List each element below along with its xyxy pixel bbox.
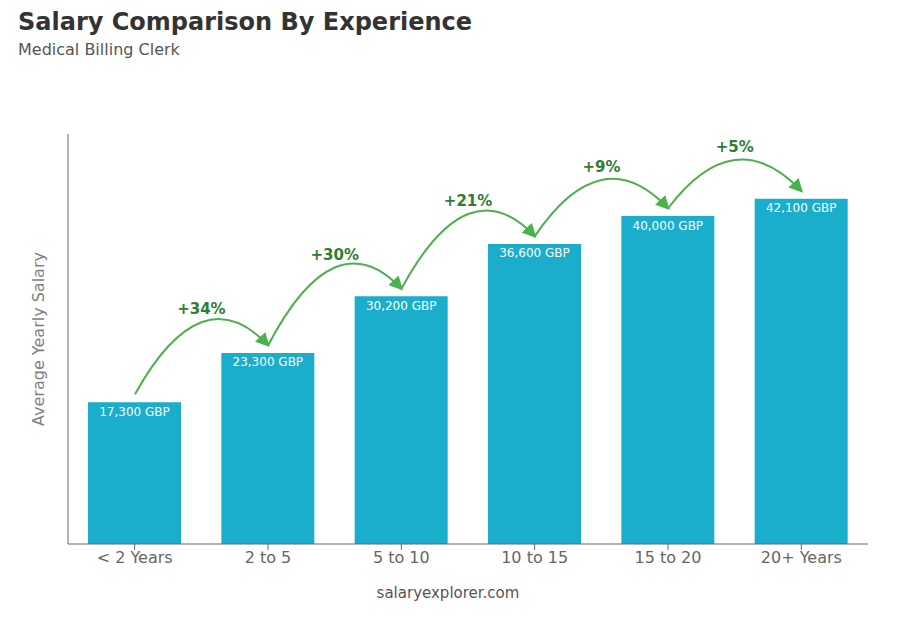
html-text:Medical Billing Clerk: Medical Billing Clerk: [18, 40, 180, 59]
svg-text:17,300 GBP: 17,300 GBP: [99, 405, 170, 419]
svg-text:2 to 5: 2 to 5: [245, 548, 292, 567]
svg-text:20+ Years: 20+ Years: [761, 548, 842, 567]
svg-text:15 to 20: 15 to 20: [635, 548, 702, 567]
svg-text:23,300 GBP: 23,300 GBP: [233, 355, 304, 369]
svg-text:+34%: +34%: [177, 300, 225, 318]
svg-text:+9%: +9%: [582, 158, 620, 176]
svg-text:10 to 15: 10 to 15: [501, 548, 568, 567]
svg-text:+21%: +21%: [444, 192, 492, 210]
svg-text:< 2 Years: < 2 Years: [97, 548, 173, 567]
svg-text:36,600 GBP: 36,600 GBP: [499, 246, 570, 260]
svg-text:40,000 GBP: 40,000 GBP: [633, 219, 704, 233]
svg-text:Average Yearly Salary: Average Yearly Salary: [29, 252, 48, 426]
svg-text:+5%: +5%: [716, 138, 754, 156]
svg-text:42,100 GBP: 42,100 GBP: [766, 201, 837, 215]
svg-text:5 to 10: 5 to 10: [373, 548, 430, 567]
svg-text:+30%: +30%: [310, 246, 358, 264]
svg-text:30,200 GBP: 30,200 GBP: [366, 299, 437, 313]
html-text:salaryexplorer.com: salaryexplorer.com: [376, 584, 520, 602]
html-text:Salary Comparison By Experienc: Salary Comparison By Experience: [18, 8, 473, 36]
